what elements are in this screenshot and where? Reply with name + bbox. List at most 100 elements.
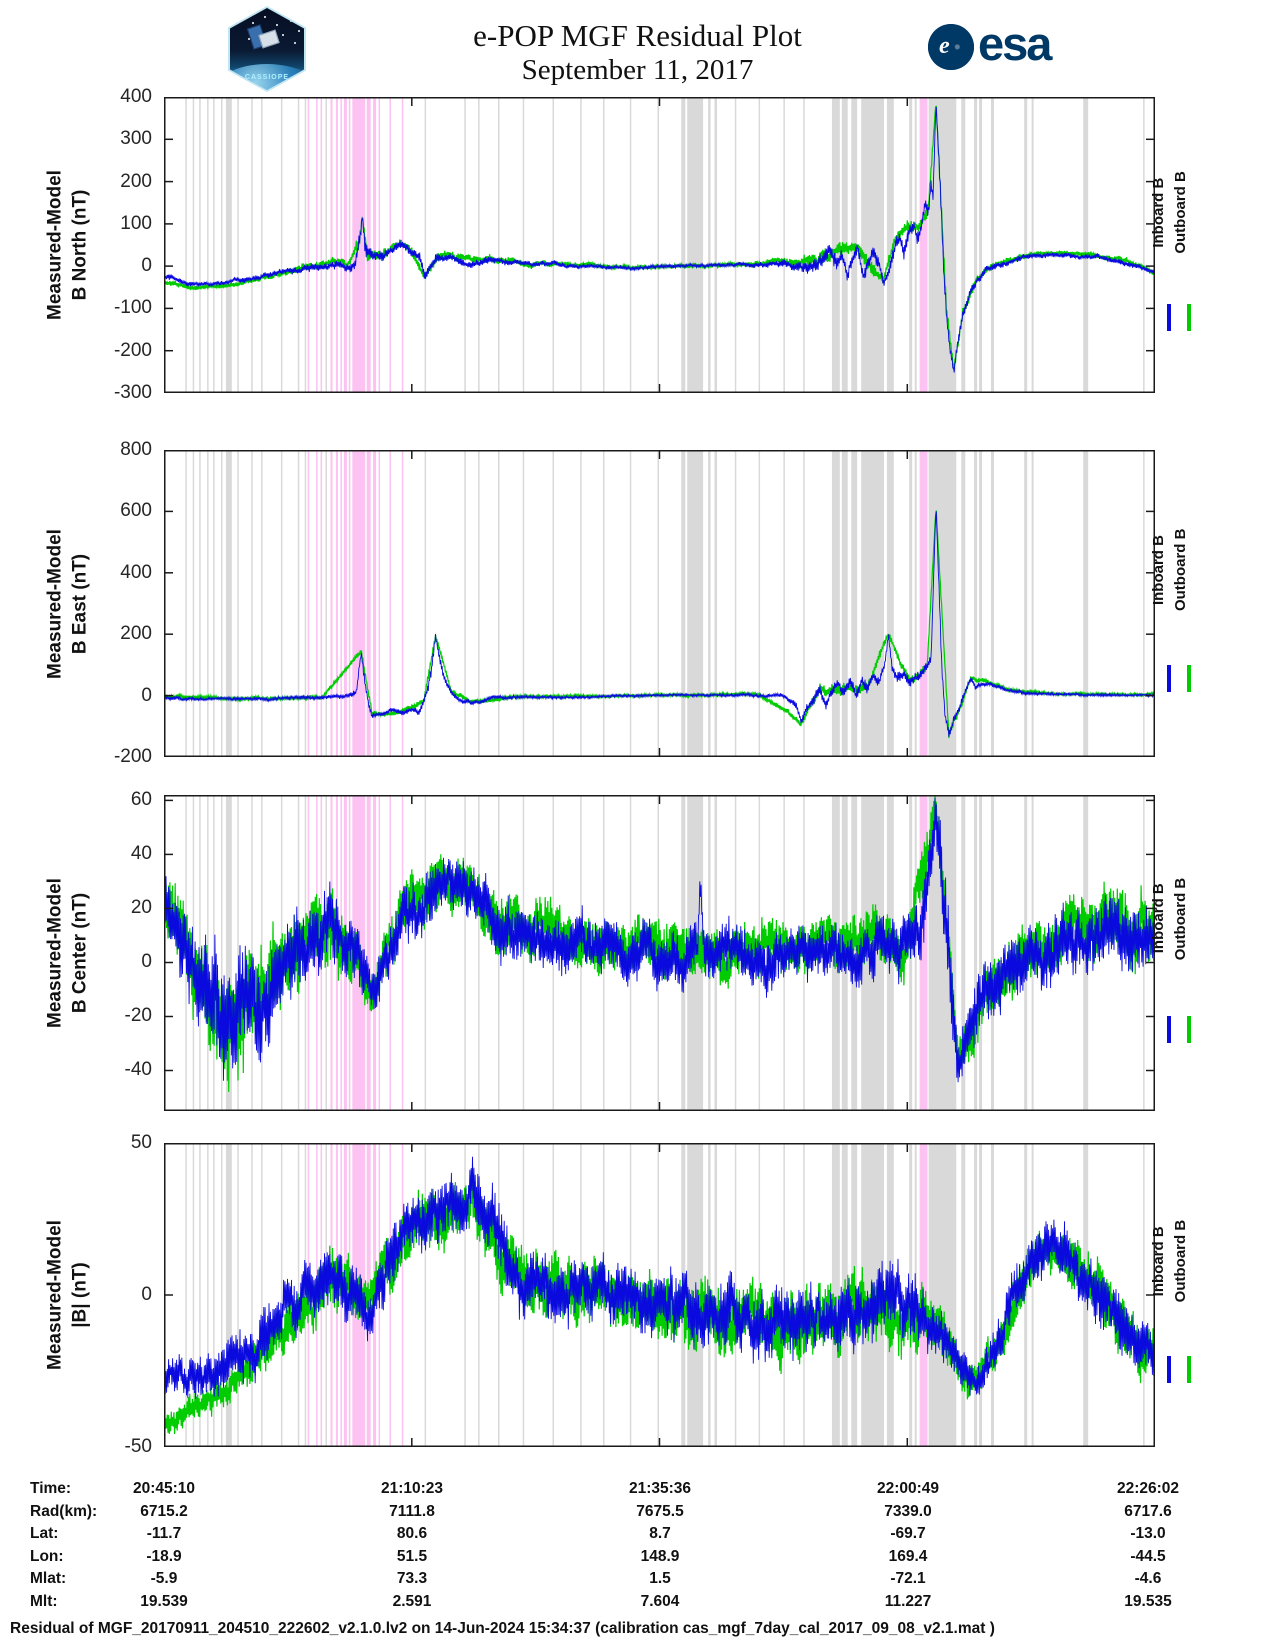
y-axis-label-b-mag: Measured-Model |B| (nT) [43,1220,92,1370]
quality-band-gray [979,97,983,393]
quality-band-gray [687,450,704,757]
y-tick-label: 0 [141,951,152,973]
quality-band-gray [909,97,913,393]
quality-band-gray [1143,450,1145,757]
quality-band-gray [237,450,239,757]
quality-band-gray [831,450,840,757]
quality-band-gray [734,97,737,393]
table-cell: -18.9 [146,1547,182,1565]
outboard-legend-swatch [1187,1355,1191,1383]
quality-band-pink [919,795,928,1111]
inboard-b-legend-label: Inboard B [1150,534,1167,605]
table-cell: 22:26:02 [1116,1480,1180,1497]
table-cell: -72.1 [890,1570,926,1587]
quality-band-gray [1083,97,1089,393]
table-cell: 21:35:36 [628,1480,692,1497]
quality-band-gray [192,450,195,757]
inboard-legend-swatch [1167,304,1171,332]
inboard-legend-swatch [1167,664,1171,692]
quality-band-gray [991,1143,994,1447]
quality-band-gray [734,450,737,757]
quality-band-gray [783,1143,785,1447]
y-tick-label: 60 [130,789,152,811]
quality-band-gray [280,1143,283,1447]
quality-band-gray [185,1143,187,1447]
quality-band-gray [841,450,848,757]
quality-band-gray [1031,1143,1034,1447]
quality-band-gray [681,97,686,393]
quality-band-pink [366,97,371,393]
y-axis-label-line1: Measured-Model [44,528,66,679]
outboard-legend-swatch [1187,1016,1191,1044]
quality-band-gray [928,1143,957,1447]
inboard-b-legend-label: Inboard B [1150,1226,1167,1297]
table-cell: -13.0 [1130,1525,1166,1542]
quality-band-pink [340,97,342,393]
table-cell: 1.5 [649,1570,671,1587]
table-row-label: Mlt: [30,1592,58,1610]
quality-band-gray [207,450,209,757]
quality-band-gray [261,97,263,393]
patch-mission-name: CASSIOPE [244,74,290,81]
quality-band-gray [424,1143,427,1447]
plot-area-b-east [164,450,1155,757]
quality-band-gray [1143,795,1145,1111]
table-cell: 7.604 [640,1592,680,1610]
quality-band-pink [330,1143,333,1447]
quality-band-gray [681,450,686,757]
quality-band-gray [552,97,554,393]
y-axis-label-line2: B Center (nT) [69,892,90,1014]
quality-band-gray [213,450,215,757]
quality-band-gray [629,450,632,757]
quality-band-gray [909,450,913,757]
y-axis-label-line1: Measured-Model [44,878,66,1028]
y-tick-label: -20 [124,1005,152,1027]
quality-band-pink [366,450,371,757]
y-axis-label-line1: Measured-Model [44,170,66,320]
table-cell: 2.591 [392,1592,432,1610]
table-row-label: Time: [30,1480,72,1497]
esa-globe-dots [930,28,972,70]
y-tick-label: 100 [120,212,152,234]
table-cell: 51.5 [396,1547,428,1565]
quality-band-pink [378,795,381,1111]
inboard-legend-swatch [1167,1355,1171,1383]
y-tick-label: -300 [113,382,152,403]
quality-band-pink [320,450,323,757]
quality-band-gray [886,450,894,757]
quality-band-gray [424,97,427,393]
quality-band-gray [225,795,232,1111]
table-row-label: Mlat: [30,1570,67,1587]
table-cell: 11.227 [884,1592,932,1610]
quality-band-gray [1024,450,1028,757]
y-tick-label: 800 [120,439,152,460]
quality-band-gray [221,1143,223,1447]
table-cell: 73.3 [396,1570,428,1587]
quality-band-gray [991,97,994,393]
quality-band-gray [974,450,978,757]
quality-band-gray [914,450,917,757]
table-cell: -5.9 [150,1570,178,1587]
quality-band-gray [1143,1143,1145,1447]
quality-band-gray [714,450,717,757]
quality-band-pink [373,450,377,757]
table-cell: 80.6 [396,1525,428,1542]
y-tick-label: 40 [130,843,152,865]
outboard-b-legend-label: Outboard B [1172,876,1189,960]
quality-band-gray [979,450,983,757]
quality-band-gray [478,97,480,393]
quality-band-pink [335,97,338,393]
quality-band-gray [861,97,884,393]
series-outboard [164,105,1155,371]
y-tick-label: 50 [130,1132,152,1153]
quality-band-pink [320,97,323,393]
esa-logo: e esa [928,17,1088,74]
series-inboard [164,107,1155,373]
quality-band-gray [1083,450,1089,757]
y-tick-label: 0 [141,1284,152,1305]
y-axis-label-line2: B North (nT) [69,189,90,301]
y-tick-label: -100 [113,297,152,319]
quality-band-pink [343,97,347,393]
quality-band-gray [552,450,554,757]
